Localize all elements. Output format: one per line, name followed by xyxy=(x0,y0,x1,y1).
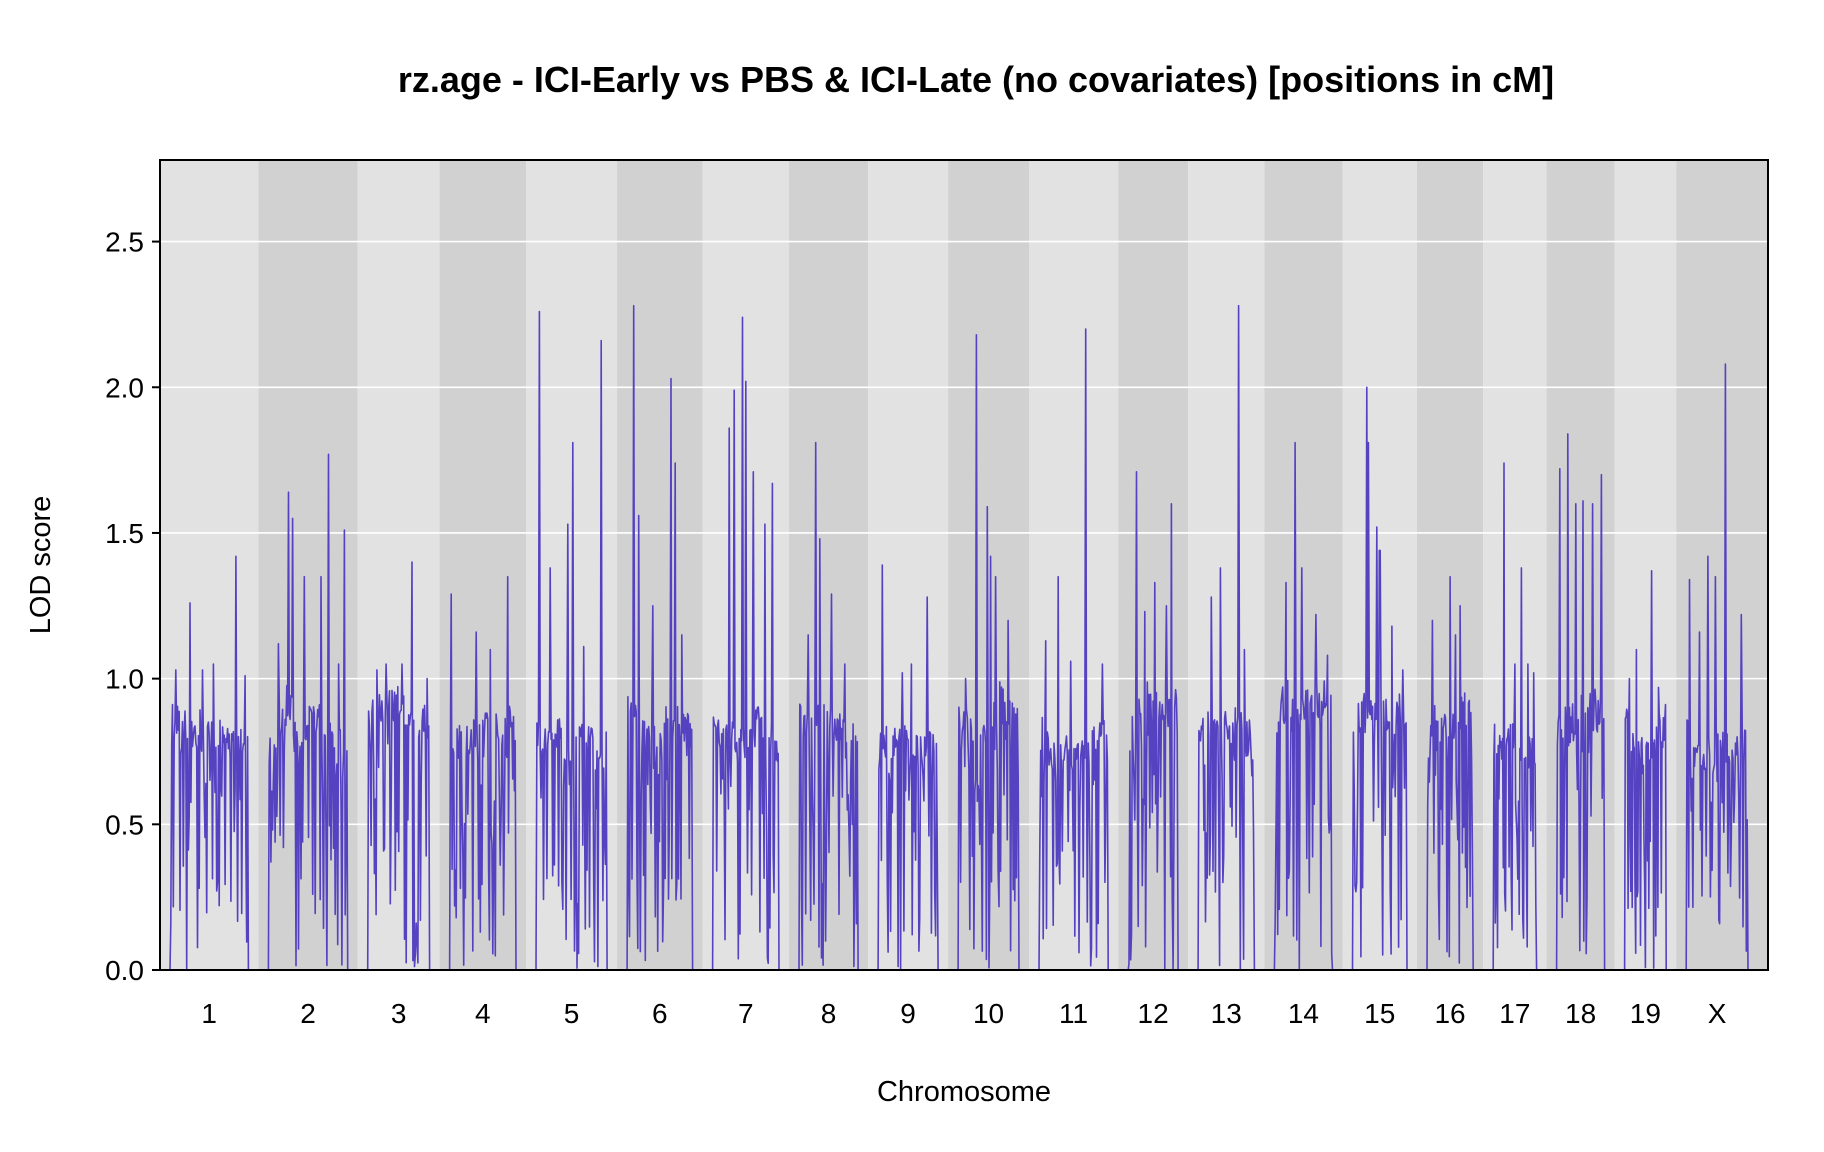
x-tick-label-17: 17 xyxy=(1499,998,1530,1029)
lod-trace-chr-19 xyxy=(1623,570,1667,971)
x-tick-label-11: 11 xyxy=(1059,998,1088,1029)
x-tick-label-16: 16 xyxy=(1434,998,1465,1029)
x-tick-label-4: 4 xyxy=(475,998,491,1029)
plot-frame xyxy=(159,159,1769,971)
lod-trace-chr-9 xyxy=(877,564,939,971)
x-tick-label-19: 19 xyxy=(1630,998,1661,1029)
lod-trace-chr-7 xyxy=(711,316,780,971)
lod-trace-chr-12 xyxy=(1127,471,1179,971)
lod-trace-chr-11 xyxy=(1038,328,1109,971)
lod-trace-chr-X xyxy=(1685,363,1749,971)
y-tick-label-2: 2.0 xyxy=(105,372,144,403)
chart-title: rz.age - ICI-Early vs PBS & ICI-Late (no… xyxy=(398,59,1554,100)
lod-trace-chr-13 xyxy=(1197,304,1256,971)
lod-trace-chr-18 xyxy=(1555,433,1606,971)
gridlines xyxy=(160,240,1768,826)
y-tick-label-0.5: 0.5 xyxy=(105,809,144,840)
x-tick-label-5: 5 xyxy=(564,998,580,1029)
x-tick-label-1: 1 xyxy=(201,998,217,1029)
y-tick-label-2.5: 2.5 xyxy=(105,227,144,258)
x-tick-label-13: 13 xyxy=(1211,998,1242,1029)
chromosome-band-17 xyxy=(1483,160,1547,970)
chromosome-band-1 xyxy=(160,160,259,970)
y-tick-label-1: 1.0 xyxy=(105,664,144,695)
y-tick-label-0: 0.0 xyxy=(105,955,144,986)
lod-trace-chr-15 xyxy=(1351,386,1408,971)
lod-trace-chr-1 xyxy=(169,555,250,971)
lod-trace-chr-3 xyxy=(366,561,431,971)
x-tick-label-7: 7 xyxy=(738,998,754,1029)
lod-trace-chr-14 xyxy=(1273,441,1334,971)
x-axis-label: Chromosome xyxy=(877,1076,1051,1108)
lod-trace-chr-17 xyxy=(1492,462,1538,971)
x-tick-label-14: 14 xyxy=(1288,998,1319,1029)
lod-trace-chr-5 xyxy=(535,310,608,971)
x-tick-label-8: 8 xyxy=(821,998,837,1029)
x-tick-label-9: 9 xyxy=(900,998,916,1029)
x-tick-label-3: 3 xyxy=(391,998,407,1029)
lod-trace-chr-4 xyxy=(448,575,517,971)
lod-trace-chr-16 xyxy=(1426,575,1474,971)
x-tick-label-2: 2 xyxy=(300,998,316,1029)
y-axis-label: LOD score xyxy=(25,496,57,635)
x-tick-label-10: 10 xyxy=(973,998,1004,1029)
lod-trace-chr-10 xyxy=(957,334,1020,971)
lod-trace-chr-6 xyxy=(626,304,694,971)
x-tick-label-15: 15 xyxy=(1364,998,1395,1029)
y-tick-label-1.5: 1.5 xyxy=(105,518,144,549)
chromosome-band-X xyxy=(1676,160,1768,970)
x-tick-label-18: 18 xyxy=(1565,998,1596,1029)
x-axis-ticks: 1 2 3 4 5 6 7 8 9 10 11 12 13 14 15 16 17 18 19 X xyxy=(201,998,1726,1029)
lod-trace-chr-2 xyxy=(267,453,349,971)
x-tick-label-12: 12 xyxy=(1138,998,1169,1029)
x-tick-label-6: 6 xyxy=(652,998,668,1029)
y-axis-ticks: 0.0 0.5 1.0 1.5 2.0 2.5 xyxy=(105,227,160,986)
chromosome-band-13 xyxy=(1188,160,1265,970)
x-tick-label-X: X xyxy=(1708,998,1727,1029)
lod-series xyxy=(169,304,1749,971)
lod-trace-chr-8 xyxy=(798,441,859,971)
